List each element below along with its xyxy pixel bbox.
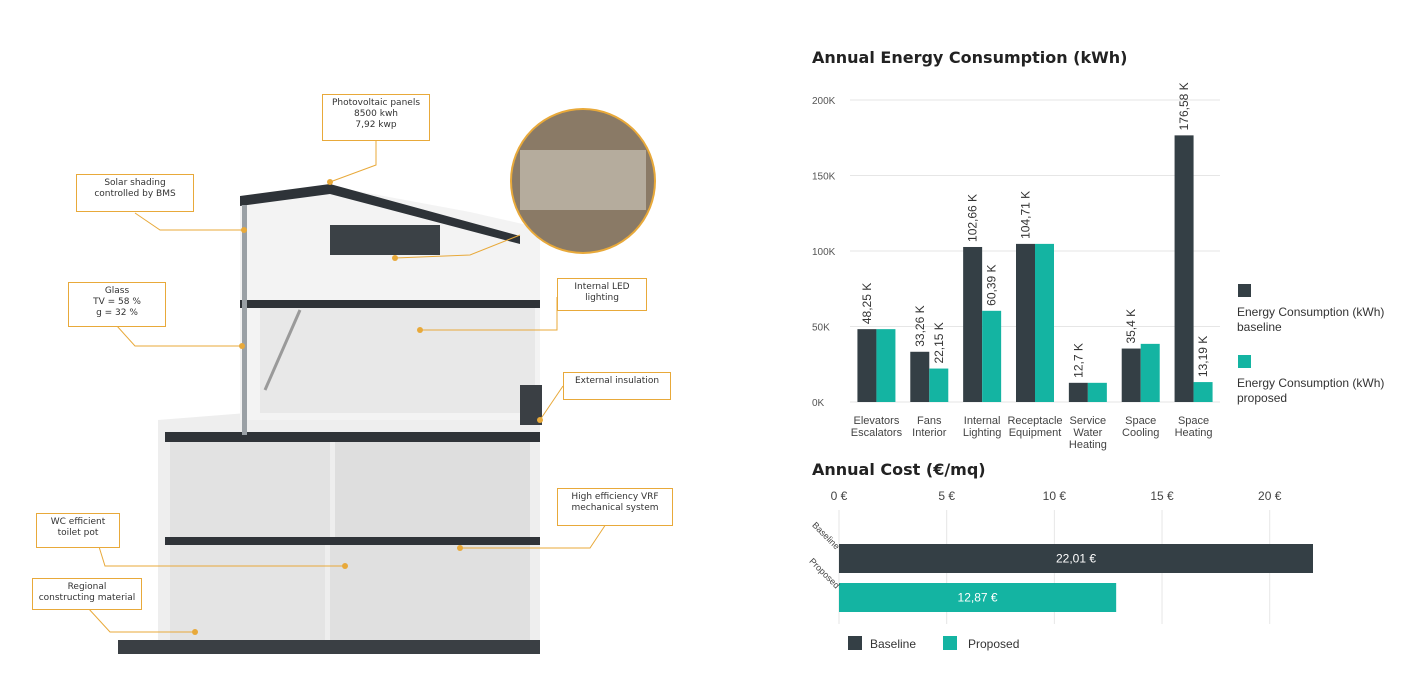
data-label: 22,15 K <box>932 322 946 363</box>
bar-proposed <box>1035 243 1054 402</box>
callout-glass: Glass TV = 58 % g = 32 % <box>68 282 166 327</box>
bar-baseline <box>1068 382 1088 402</box>
building-section-diagram <box>87 108 656 654</box>
cost-value-label: 22,01 € <box>1056 552 1096 566</box>
data-label: 33,26 K <box>913 305 927 346</box>
x-tick-label: Service <box>1070 415 1107 427</box>
y-tick-label: 200K <box>812 96 836 107</box>
office-room-4 <box>330 545 530 640</box>
bar-proposed <box>929 368 949 402</box>
bar-proposed <box>1087 382 1107 402</box>
cost-legend-baseline-label: Baseline <box>870 637 917 651</box>
x-tick-label: Interior <box>912 427 947 439</box>
bar-proposed <box>1193 382 1213 402</box>
cost-bar-proposed <box>839 583 1117 612</box>
x-tick-label: Elevators <box>853 415 899 427</box>
data-label: 60,39 K <box>985 264 999 305</box>
callout-external-insulation: External insulation <box>563 372 671 400</box>
x-tick-label: Receptacle <box>1007 415 1062 427</box>
staircase <box>263 309 302 391</box>
y-tick-label: 100K <box>812 247 836 258</box>
x-tick-label: Internal <box>964 415 1001 427</box>
office-room-1 <box>170 442 330 537</box>
x-tick-label: 5 € <box>938 489 955 503</box>
office-room-5 <box>260 308 535 413</box>
office-room-2 <box>335 442 530 537</box>
x-tick-label: Escalators <box>851 427 903 439</box>
energy-consumption-chart: 0K 50K 100K 150K 200K 48,25 K ElevatorsEscalat… <box>812 82 1220 451</box>
x-tick-label: Cooling <box>1122 427 1159 439</box>
bar-baseline <box>1174 135 1194 402</box>
cost-legend-proposed-swatch <box>943 636 957 650</box>
data-label: 104,71 K <box>1019 191 1033 239</box>
bar-proposed <box>982 310 1002 402</box>
energy-chart-title: Annual Energy Consumption (kWh) <box>812 48 1128 67</box>
data-label: 13,19 K <box>1196 336 1210 377</box>
interior-photo-window <box>520 150 646 210</box>
x-tick-label: 10 € <box>1043 489 1067 503</box>
floor-slab-3 <box>240 300 540 308</box>
x-tick-label: 15 € <box>1150 489 1174 503</box>
bar-baseline <box>963 246 983 402</box>
cost-legend-baseline-swatch <box>848 636 862 650</box>
data-label: 35,4 K <box>1124 309 1138 344</box>
y-category-label: Baseline <box>810 520 841 551</box>
y-tick-label: 0K <box>812 398 825 409</box>
ground-slab <box>118 640 540 654</box>
legend-proposed-swatch <box>1238 355 1251 368</box>
data-label: 12,7 K <box>1071 343 1085 378</box>
y-tick-label: 150K <box>812 172 836 183</box>
callout-photovoltaic-panels: Photovoltaic panels 8500 kwh 7,92 kwp <box>322 94 430 141</box>
legend-baseline-label: Energy Consumption (kWh) baseline <box>1237 305 1385 334</box>
callout-internal-led-lighting: Internal LED lighting <box>557 278 647 311</box>
office-room-3 <box>170 545 325 640</box>
floor-slab-1 <box>165 537 540 545</box>
callout-vrf-system: High efficiency VRF mechanical system <box>557 488 673 526</box>
legend-proposed-label: Energy Consumption (kWh) proposed <box>1237 376 1385 405</box>
x-tick-label: Lighting <box>963 427 1002 439</box>
callout-solar-shading: Solar shading controlled by BMS <box>76 174 194 212</box>
callout-dots <box>192 179 543 635</box>
x-tick-label: Heating <box>1175 427 1213 439</box>
x-tick-label: Heating <box>1069 439 1107 451</box>
data-label: 102,66 K <box>966 194 980 242</box>
cost-bar-baseline <box>839 544 1313 573</box>
x-tick-label: Equipment <box>1009 427 1062 439</box>
facade-mullion <box>242 205 247 435</box>
y-category-label: Proposed <box>807 556 841 590</box>
y-tick-label: 50K <box>812 323 830 334</box>
legend-baseline-swatch <box>1238 284 1251 297</box>
x-tick-label: 20 € <box>1258 489 1282 503</box>
ceiling-panel <box>330 225 440 255</box>
x-tick-label: Water <box>1073 427 1102 439</box>
data-label: 48,25 K <box>860 283 874 324</box>
cost-value-label: 12,87 € <box>958 591 998 605</box>
bar-proposed <box>1140 343 1160 402</box>
x-tick-label: Fans <box>917 415 942 427</box>
callout-wc-efficient: WC efficient toilet pot <box>36 513 120 548</box>
bar-baseline <box>1121 348 1141 402</box>
annual-cost-chart: 0 € 5 € 10 € 15 € 20 € 22,01 € Baseline 12,87 €… <box>807 489 1313 624</box>
bar-proposed <box>876 329 896 402</box>
cost-chart-title: Annual Cost (€/mq) <box>812 460 986 479</box>
x-tick-label: 0 € <box>831 489 848 503</box>
bar-baseline <box>1016 243 1035 402</box>
floor-slab-2 <box>165 432 540 442</box>
cost-legend-proposed-label: Proposed <box>968 637 1020 651</box>
bar-baseline <box>857 329 877 402</box>
insulation-layer <box>520 385 542 425</box>
bar-baseline <box>910 351 930 402</box>
x-tick-label: Space <box>1178 415 1209 427</box>
callout-regional-material: Regional constructing material <box>32 578 142 610</box>
data-label: 176,58 K <box>1177 82 1191 130</box>
x-tick-label: Space <box>1125 415 1156 427</box>
